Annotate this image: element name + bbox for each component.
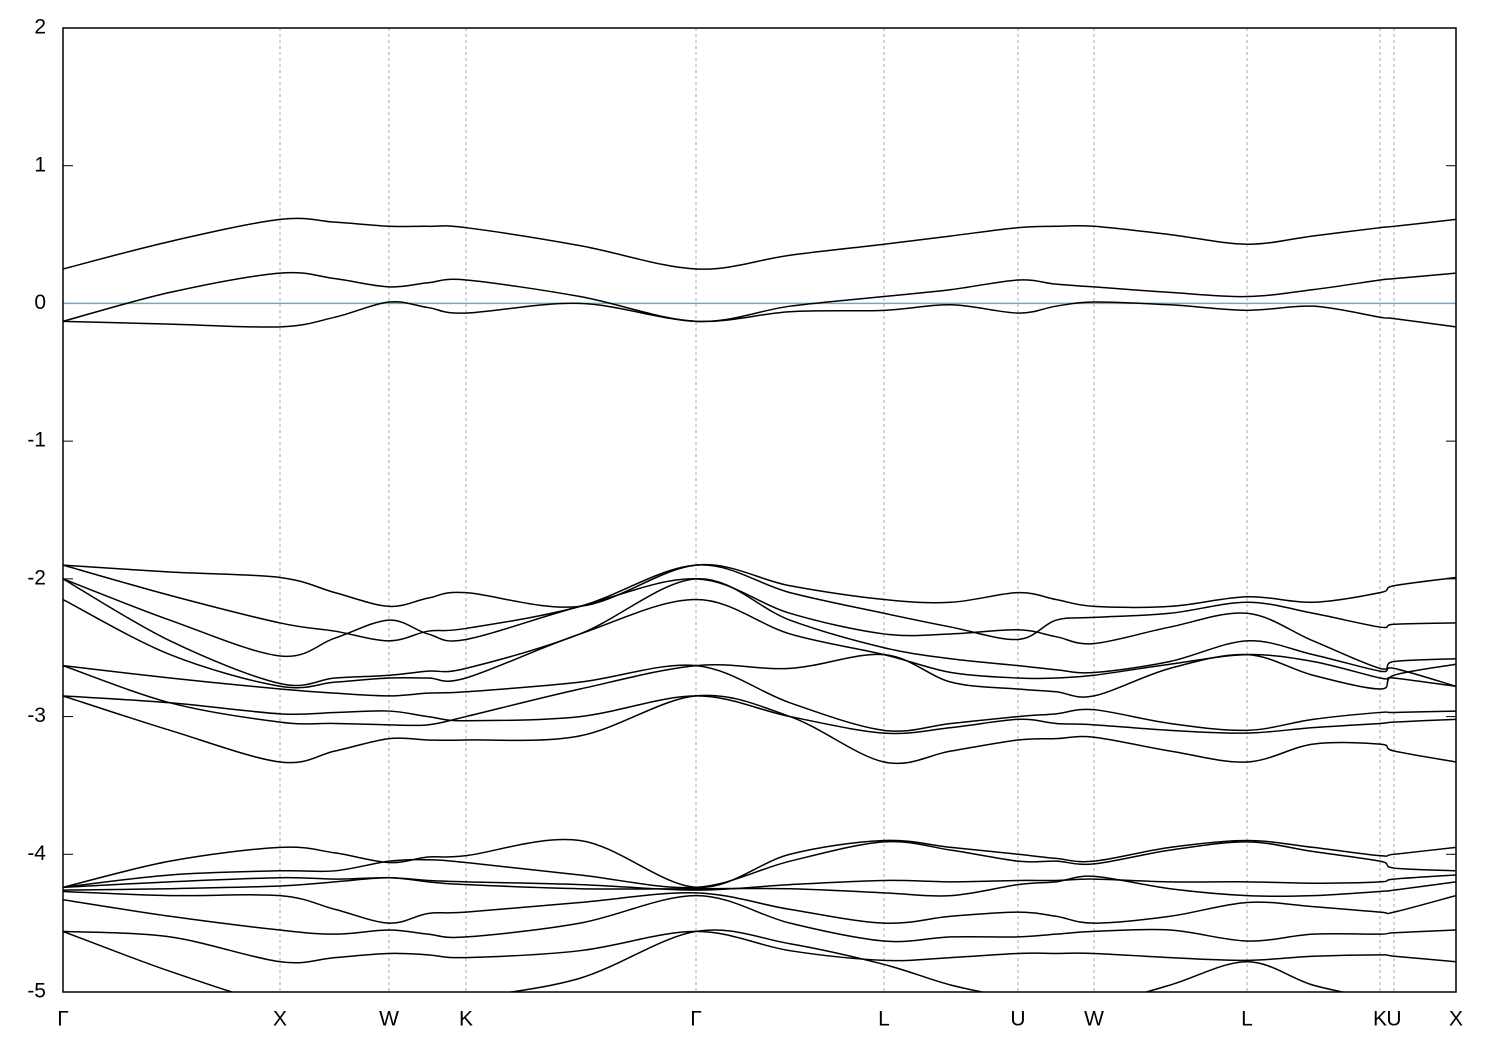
x-tick-label: W xyxy=(1084,1008,1104,1031)
band-line xyxy=(63,874,1456,891)
y-tick-label: -1 xyxy=(27,429,46,452)
x-tick-label: X xyxy=(273,1008,287,1031)
band-line xyxy=(63,840,1456,889)
x-tick-label: U xyxy=(1386,1008,1401,1031)
band-line xyxy=(63,653,1456,727)
band-line xyxy=(63,890,1456,925)
band-line xyxy=(63,271,1456,323)
band-line xyxy=(63,578,1456,670)
band-line xyxy=(63,695,1456,735)
x-tick-label: W xyxy=(379,1008,399,1031)
band-line xyxy=(63,929,1347,992)
band-line xyxy=(63,875,1456,898)
y-tick-label: 1 xyxy=(34,153,46,176)
y-tick-label: 2 xyxy=(34,16,46,39)
x-tick-label: L xyxy=(878,1008,890,1031)
band-line xyxy=(63,578,1456,687)
band-line xyxy=(63,894,1456,943)
band-line xyxy=(63,563,1456,609)
band-line xyxy=(63,217,1456,270)
y-tick-label: -3 xyxy=(27,704,46,727)
band-line xyxy=(63,301,1456,328)
band-line xyxy=(63,930,1456,964)
labels: 210-1-2-3-4-5Γ X W K Γ L U W L K U X xyxy=(27,16,1463,1031)
x-tick-label: Γ xyxy=(57,1008,69,1031)
y-tick-label: -5 xyxy=(27,980,46,1003)
x-tick-label: K xyxy=(459,1008,473,1031)
x-tick-label: U xyxy=(1010,1008,1025,1031)
x-tick-label: K xyxy=(1373,1008,1387,1031)
band-line xyxy=(63,564,1456,642)
x-tick-label: X xyxy=(1449,1008,1463,1031)
bands xyxy=(63,217,1456,992)
band-line xyxy=(63,664,1456,732)
band-line xyxy=(63,838,1456,889)
band-line xyxy=(63,694,1456,765)
band-line xyxy=(63,598,1456,689)
y-tick-label: -4 xyxy=(27,842,46,865)
plot-frame xyxy=(62,27,1457,993)
y-tick-label: 0 xyxy=(34,291,46,314)
x-tick-label: L xyxy=(1241,1008,1253,1031)
y-tick-label: -2 xyxy=(27,566,46,589)
x-tick-label: Γ xyxy=(690,1008,702,1031)
